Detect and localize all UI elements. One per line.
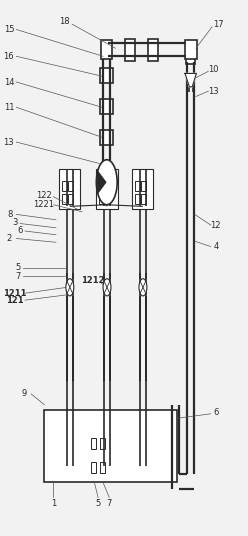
Bar [141,181,146,191]
Text: 7: 7 [107,500,112,508]
Bar [44,410,177,482]
Bar [100,68,113,83]
Text: 6: 6 [213,408,218,417]
Text: 7: 7 [15,272,20,280]
Bar [141,194,146,204]
Text: 15: 15 [4,25,14,34]
Text: 1211: 1211 [3,289,27,297]
Text: 1221: 1221 [33,200,54,209]
Text: 18: 18 [59,17,70,26]
Bar [135,181,140,191]
Text: 11: 11 [4,103,14,111]
Bar [68,181,73,191]
Text: 17: 17 [213,20,224,28]
Text: 13: 13 [3,138,14,146]
Text: 13: 13 [208,87,219,95]
Bar [96,169,118,209]
Bar [135,194,140,204]
Bar [100,99,113,114]
Polygon shape [97,171,106,193]
Text: 10: 10 [208,65,218,74]
Text: 122: 122 [36,191,51,200]
Text: 5: 5 [95,500,101,508]
Circle shape [66,279,74,296]
Bar [100,130,113,145]
Text: 16: 16 [3,52,14,61]
Bar [148,39,157,61]
Bar [125,39,135,61]
Text: 121: 121 [6,296,24,304]
Polygon shape [185,73,196,87]
Bar [99,194,104,204]
Bar [62,194,67,204]
Text: 1212: 1212 [81,277,105,285]
Text: 12: 12 [211,221,221,229]
Text: 9: 9 [21,390,26,398]
Bar [185,40,197,59]
Bar [62,181,67,191]
Bar [100,438,105,449]
Text: 1: 1 [51,500,56,508]
Text: 8: 8 [7,210,13,219]
Circle shape [139,279,147,296]
Bar [100,462,105,473]
Text: 5: 5 [15,264,20,272]
Bar [99,181,104,191]
Bar [132,169,154,209]
Bar [101,40,112,59]
Bar [105,181,110,191]
Bar [91,462,96,473]
Bar [186,48,195,64]
Text: 3: 3 [12,218,18,227]
Circle shape [103,279,111,296]
Text: 14: 14 [4,78,14,86]
Bar [105,194,110,204]
Bar [91,438,96,449]
Bar [68,194,73,204]
Text: 4: 4 [213,242,218,251]
Circle shape [96,160,117,205]
Bar [59,169,80,209]
Text: 6: 6 [17,226,23,235]
Text: 2: 2 [6,234,11,243]
